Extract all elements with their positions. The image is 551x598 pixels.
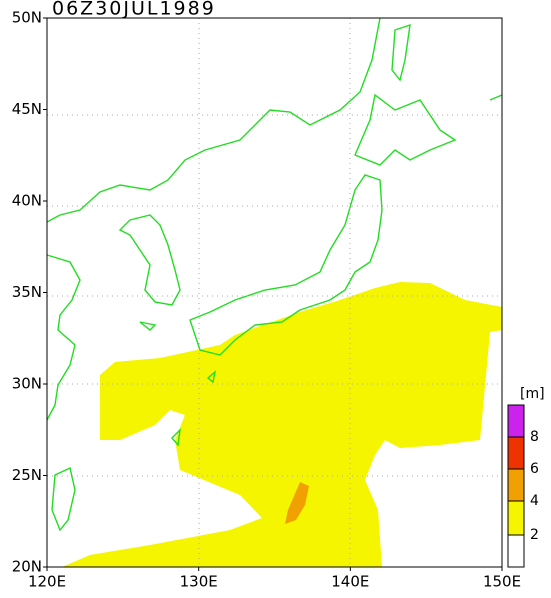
colorbar: [m] 8 6 4 2 (507, 386, 545, 568)
lat-label: 40N (12, 192, 42, 210)
lat-label: 30N (12, 375, 42, 393)
lat-label: 45N (12, 100, 42, 118)
colorbar-label: 2 (530, 527, 539, 543)
lon-axis: 120E 130E 140E 150E (28, 567, 521, 591)
wave-area-2-4 (62, 282, 502, 567)
lat-label: 50N (12, 9, 42, 27)
map-title: 06Z30JUL1989 (52, 0, 216, 20)
lon-label: 120E (28, 573, 66, 591)
colorbar-label: 8 (530, 429, 539, 445)
colorbar-unit: [m] (520, 386, 545, 402)
graticule (47, 18, 502, 567)
colorbar-label: 4 (530, 493, 539, 509)
lat-label: 25N (12, 466, 42, 484)
lon-label: 150E (483, 573, 521, 591)
lat-label: 35N (12, 283, 42, 301)
lat-label: 20N (12, 558, 42, 576)
lat-axis: 50N 45N 40N 35N 30N 25N 20N (12, 9, 47, 576)
coastlines (46, 17, 503, 532)
colorbar-label: 6 (530, 461, 539, 477)
lon-label: 140E (331, 573, 369, 591)
wave-area-4-6 (285, 482, 309, 524)
lon-label: 130E (180, 573, 218, 591)
